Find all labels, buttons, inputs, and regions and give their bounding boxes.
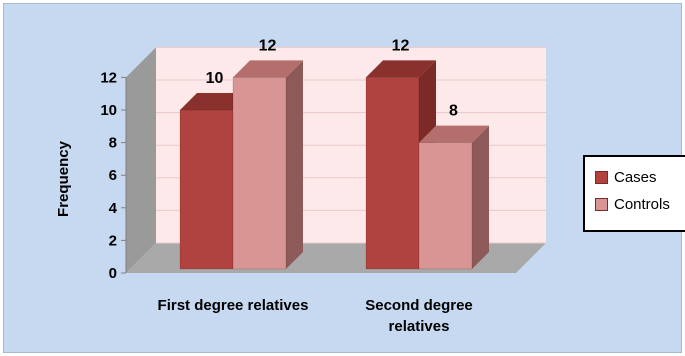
bar [232,77,287,270]
y-tick-label: 8 [109,135,117,152]
bar-top [180,93,250,110]
legend-swatch [595,170,608,184]
side-wall [126,47,156,274]
data-label: 10 [206,70,224,87]
bar [418,142,473,270]
bar-side [286,60,303,270]
x-category-label: Second degree [365,297,473,314]
bar-side [472,125,489,269]
data-label: 12 [259,37,277,54]
bar-top [366,60,436,78]
legend-item: Controls [595,195,670,213]
y-tick-label: 2 [109,232,117,249]
y-tick-label: 10 [100,102,117,119]
y-tick-label: 6 [109,167,117,184]
legend-label: Cases [614,168,657,186]
legend-swatch [595,197,608,211]
legend: Cases Controls [583,155,685,232]
y-axis-title: Frequency [55,140,72,217]
bar-top [233,60,303,78]
y-tick-label: 4 [109,200,118,217]
y-tick-label: 0 [109,265,117,282]
x-category-label: First degree relatives [158,297,309,314]
chart-plot: 0 2 4 6 8 10 12 Frequency 10 12 12 8 First degree re… [55,37,546,335]
y-tick-label: 12 [100,69,117,86]
legend-label: Controls [614,195,670,213]
data-label: 12 [392,37,410,54]
x-category-label: relatives [389,318,450,335]
bar [179,109,234,270]
chart-area: 0 2 4 6 8 10 12 Frequency 10 12 12 8 First degree re… [3,3,685,353]
bar-top [419,125,489,143]
bar [365,77,420,270]
data-label: 8 [449,103,458,120]
legend-item: Cases [595,168,657,186]
